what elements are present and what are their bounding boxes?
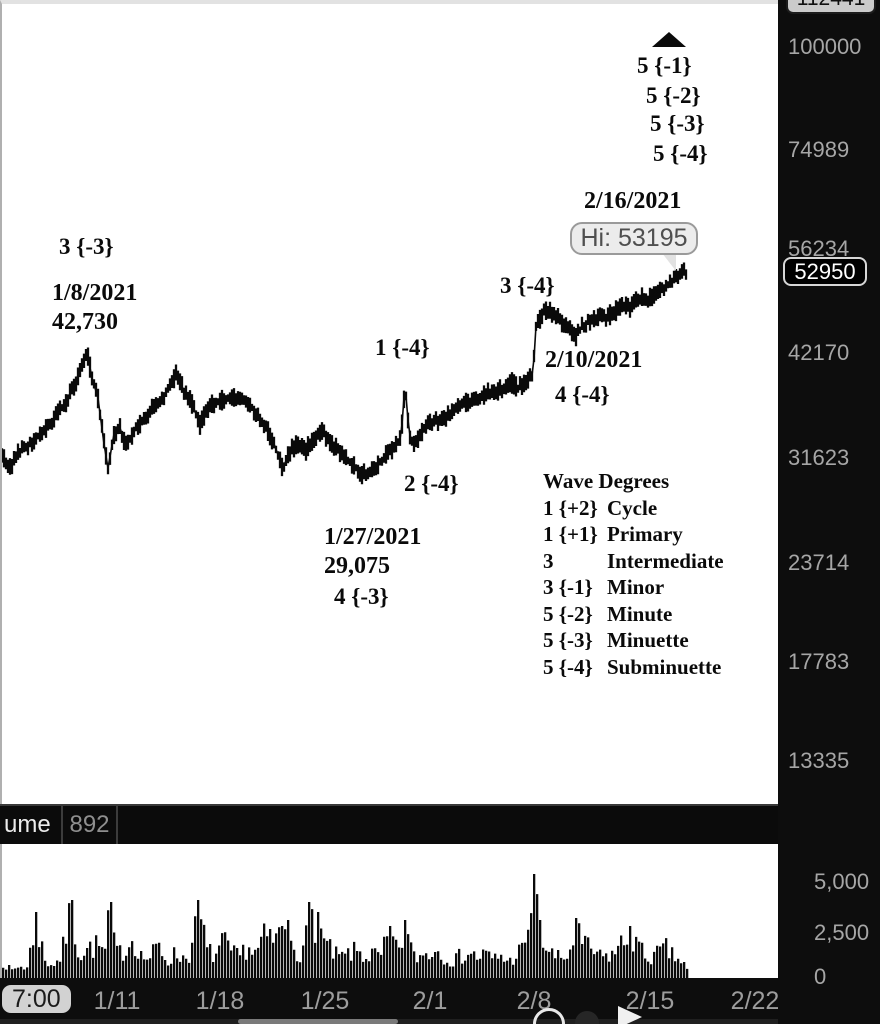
high-tooltip-tail [662, 253, 676, 271]
price-axis-label: 100000 [788, 34, 862, 59]
price-chart-pane[interactable]: 5 {-1} 5 {-2} 5 {-3} 5 {-4} 2/16/2021 3 … [0, 0, 778, 804]
legend-name: Subminuette [607, 654, 722, 679]
legend-code: 1 {+1} [543, 522, 598, 546]
volume-pane[interactable] [0, 844, 778, 978]
price-axis-panel[interactable]: 100000 74989 56234 42170 31623 23714 177… [778, 0, 880, 1024]
crosshair-price-box: 112441 [786, 0, 876, 14]
legend-row-intermediate: 3 Intermediate [543, 548, 724, 575]
volume-canvas[interactable] [2, 844, 778, 978]
legend-code: 5 {-4} [543, 654, 593, 679]
play-arrow-icon[interactable] [618, 1006, 642, 1024]
date-label-2-10-2021: 2/10/2021 [545, 347, 643, 373]
wave-label-2-minus4: 2 {-4} [404, 471, 459, 496]
header-divider [61, 806, 63, 844]
volume-indicator-header: ume 892 [0, 804, 778, 844]
wave-label-4-minus4: 4 {-4} [555, 382, 610, 407]
wave-label-3-minus3: 3 {-3} [59, 234, 114, 259]
wave-label-4-minus3: 4 {-3} [334, 584, 389, 609]
legend-name: Primary [607, 522, 683, 546]
wave-degrees-legend: Wave Degrees 1 {+2} Cycle 1 {+1} Primary 3… [543, 468, 724, 680]
legend-name: Intermediate [607, 548, 724, 573]
time-tick: 1/25 [300, 987, 350, 1015]
price-axis-label: 13335 [788, 748, 850, 773]
price-axis-label: 42170 [788, 340, 850, 365]
legend-row-minuette: 5 {-3} Minuette [543, 627, 724, 654]
high-tooltip: Hi: 53195 [570, 222, 698, 255]
volume-axis-label: 2,500 [814, 920, 870, 945]
date-label-2-16-2021: 2/16/2021 [584, 188, 682, 214]
price-axis-label: 23714 [788, 550, 850, 575]
horizontal-scrollbar-thumb[interactable] [238, 1019, 398, 1024]
volume-axis-label: 0 [814, 964, 827, 989]
legend-name: Minuette [607, 628, 689, 652]
legend-code: 3 [543, 548, 554, 573]
price-label-42730: 42,730 [52, 309, 118, 335]
date-label-1-8-2021: 1/8/2021 [52, 280, 138, 306]
legend-code: 5 {-3} [543, 628, 593, 652]
price-label-29075: 29,075 [324, 553, 390, 579]
volume-axis-label: 5,000 [814, 869, 870, 894]
price-axis-label: 74989 [788, 137, 850, 162]
price-axis-label: 56234 [788, 236, 850, 261]
up-arrow-marker [652, 32, 686, 47]
legend-name: Cycle [607, 495, 658, 520]
crosshair-time-box: 7:00 [2, 985, 71, 1013]
time-tick: 1/18 [195, 987, 245, 1015]
legend-code: 5 {-2} [543, 601, 593, 626]
legend-row-minute: 5 {-2} Minute [543, 601, 724, 628]
legend-row-subminuette: 5 {-4} Subminuette [543, 654, 724, 681]
price-axis-label: 17783 [788, 649, 850, 674]
legend-name: Minor [607, 575, 665, 599]
price-line [2, 271, 687, 475]
legend-code: 3 {-1} [543, 575, 593, 599]
volume-bars [2, 874, 689, 978]
legend-row-primary: 1 {+1} Primary [543, 521, 724, 548]
wave-label-1-minus4: 1 {-4} [375, 335, 430, 360]
wave-label-3-minus4: 3 {-4} [500, 273, 555, 298]
wave-label-5-minus2: 5 {-2} [646, 83, 701, 108]
legend-code: 1 {+2} [543, 495, 598, 520]
last-price-box: 52950 [783, 257, 867, 286]
price-axis-label: 31623 [788, 445, 850, 470]
header-divider [116, 806, 118, 844]
volume-indicator-label[interactable]: ume [4, 811, 51, 838]
wave-label-5-minus1: 5 {-1} [637, 53, 692, 78]
high-tooltip-text: Hi: 53195 [580, 224, 688, 252]
wave-label-5-minus4: 5 {-4} [653, 141, 708, 166]
wave-degrees-title: Wave Degrees [543, 469, 670, 493]
time-tick: 1/11 [93, 987, 141, 1015]
wave-label-5-minus3: 5 {-3} [650, 111, 705, 136]
dot-icon[interactable] [575, 1011, 599, 1024]
legend-row-cycle: 1 {+2} Cycle [543, 495, 724, 522]
price-chart-canvas[interactable] [2, 4, 778, 804]
time-axis[interactable]: 1/11 1/18 1/25 2/1 2/8 2/15 2/22 7:00 [0, 978, 778, 1024]
legend-name: Minute [607, 601, 673, 626]
volume-indicator-value[interactable]: 892 [69, 811, 110, 838]
time-tick: 2/22 [730, 987, 778, 1015]
time-tick: 2/1 [412, 987, 448, 1015]
date-label-1-27-2021: 1/27/2021 [324, 524, 422, 550]
legend-row-minor: 3 {-1} Minor [543, 574, 724, 601]
